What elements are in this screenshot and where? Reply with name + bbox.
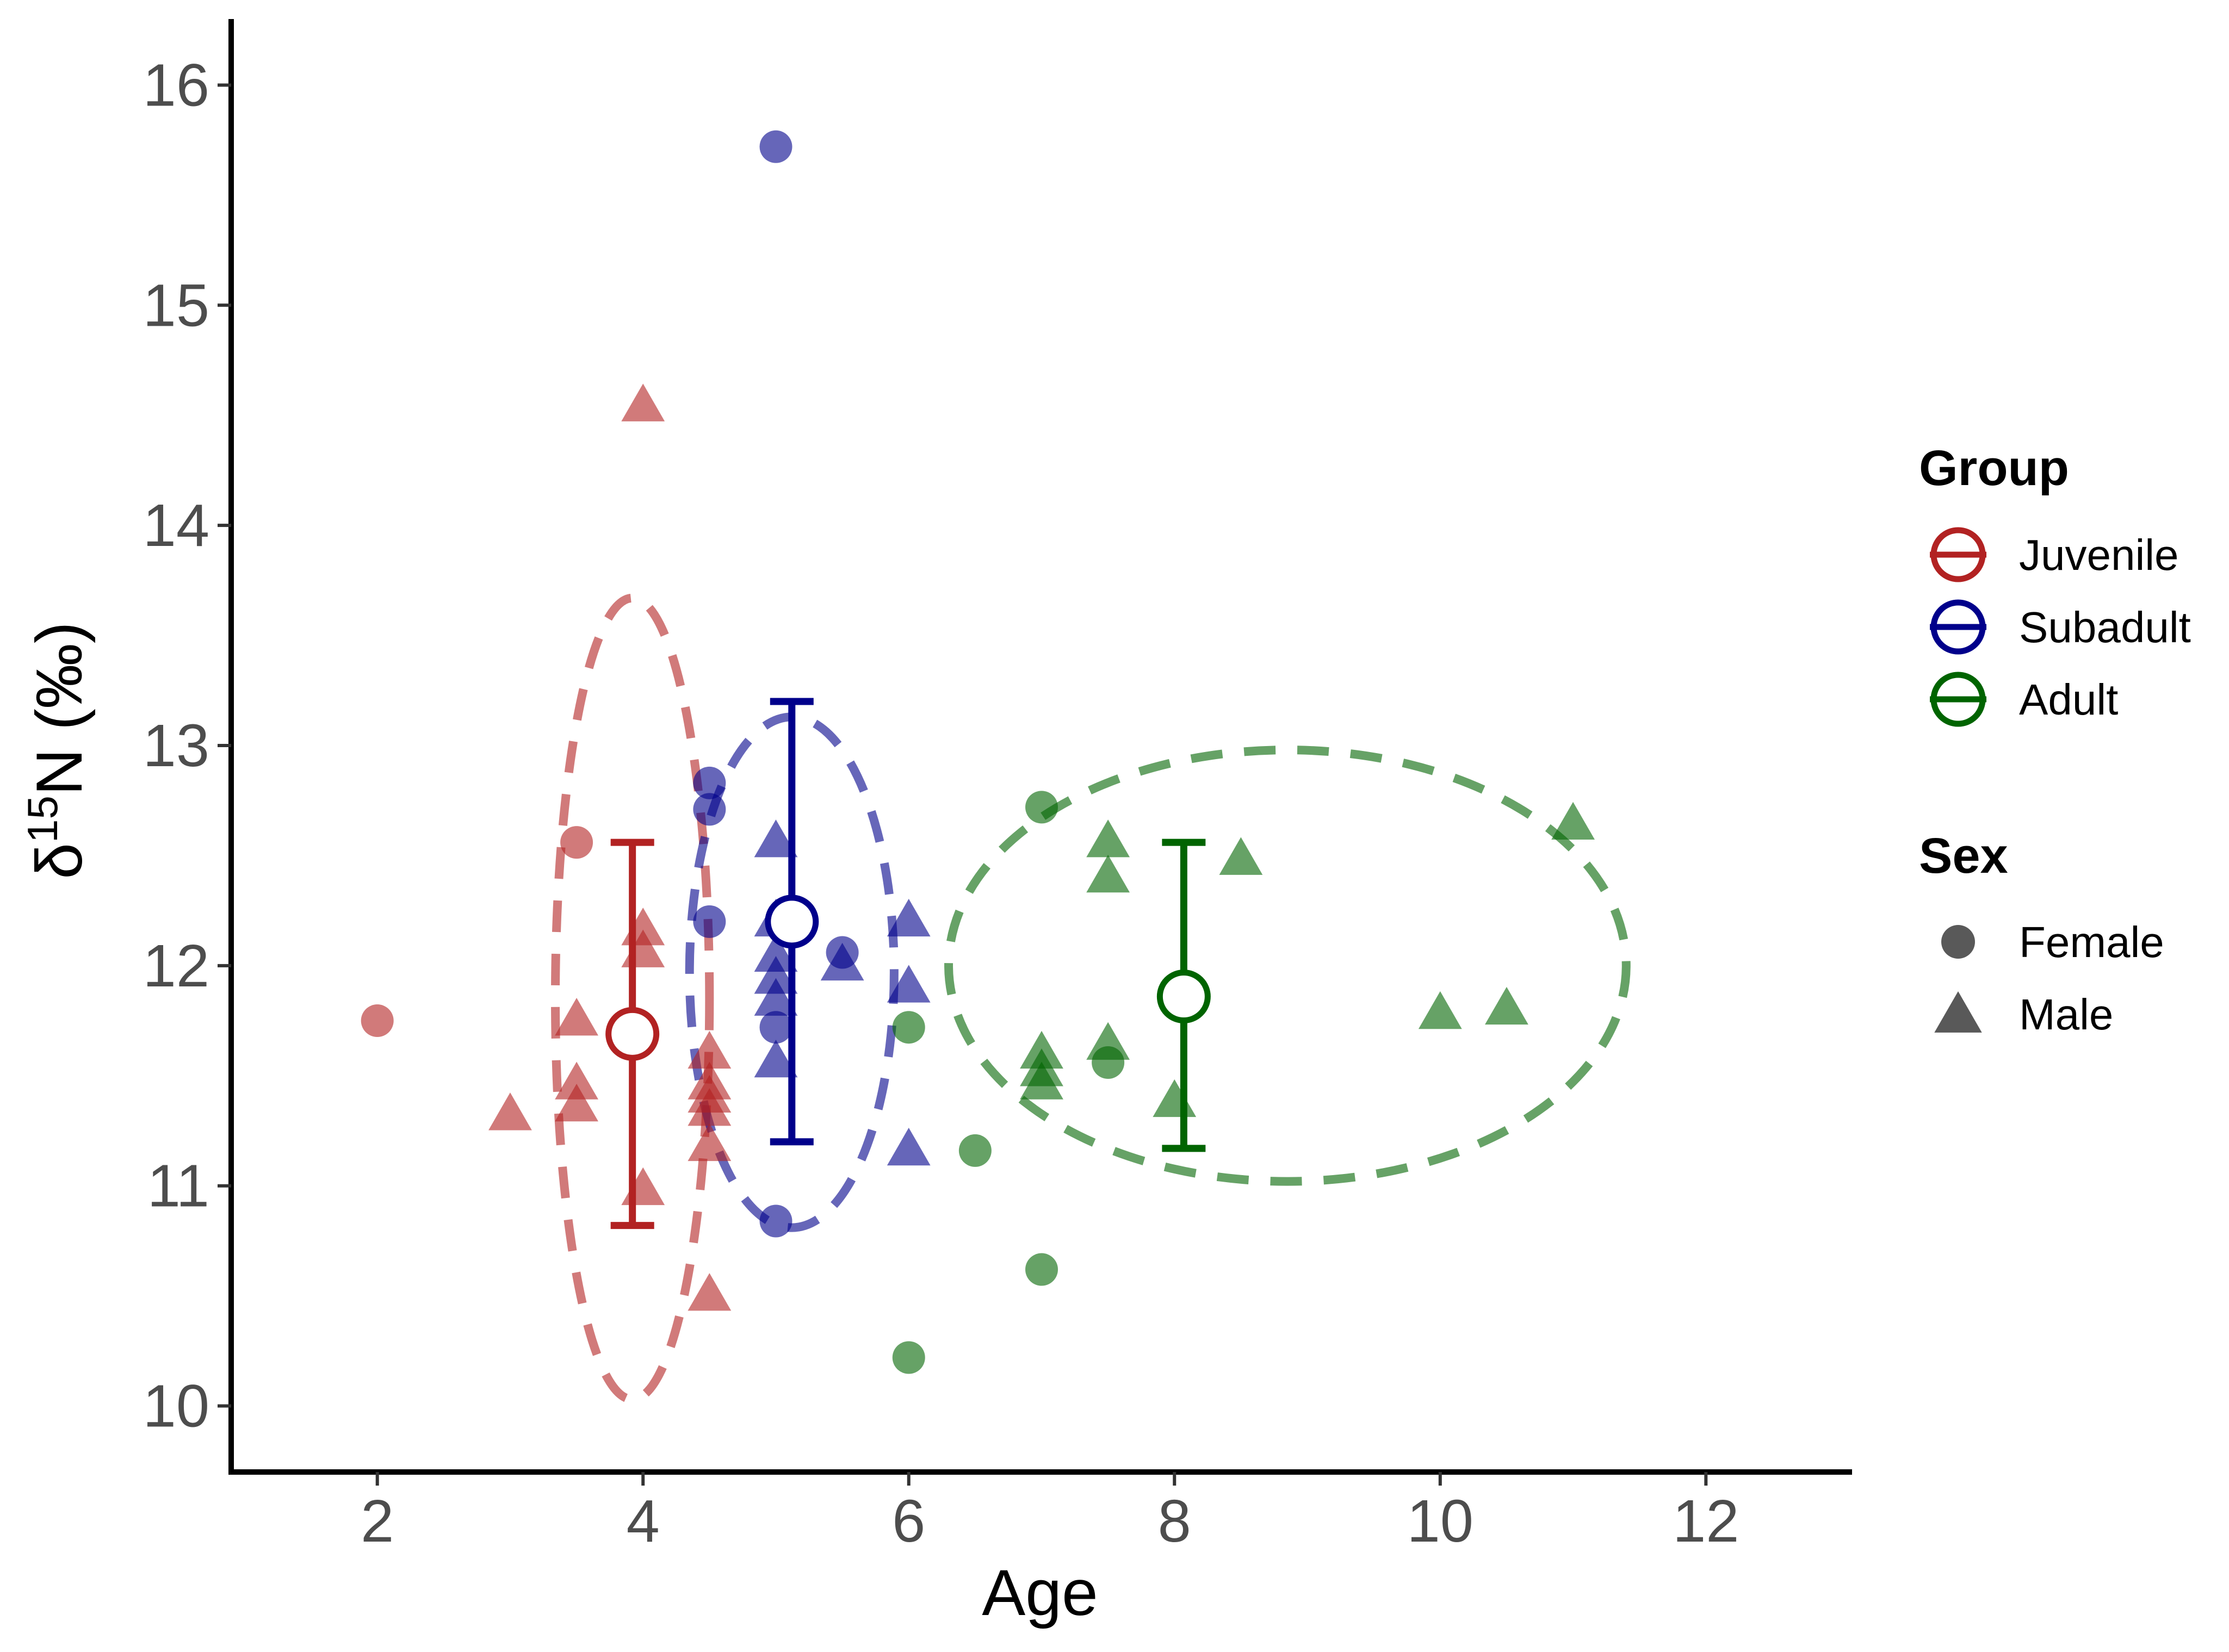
x-tick-label: 4: [627, 1488, 660, 1555]
y-tick-label: 14: [143, 492, 209, 559]
x-tick-label: 12: [1673, 1488, 1739, 1555]
y-tick-label: 13: [143, 712, 209, 779]
y-tick-label: 15: [143, 272, 209, 339]
subadult-male-point: [754, 934, 798, 972]
adult-male-point: [1551, 802, 1595, 840]
legend-female-key: [1941, 925, 1975, 959]
juvenile-male-point: [688, 1273, 732, 1311]
legend-sex-title: Sex: [1919, 828, 2008, 884]
x-tick-label: 6: [892, 1488, 925, 1555]
point-layer: [361, 130, 1595, 1374]
subadult-female-point: [693, 905, 726, 938]
adult-male-point: [1086, 819, 1130, 858]
legend-male-label: Male: [2019, 990, 2113, 1039]
subadult-female-point: [759, 130, 792, 163]
adult-mean-marker: [1156, 970, 1211, 1024]
adult-ellipse: [944, 746, 1631, 1186]
y-tick-label: 16: [143, 52, 209, 119]
y-axis-title-main: N (‰): [23, 622, 96, 796]
x-axis-ticks: 2 4 6 8 10 12: [361, 1472, 1739, 1555]
adult-male-point: [1086, 854, 1130, 893]
juvenile-female-point: [560, 826, 593, 859]
subadult-male-point: [754, 819, 798, 858]
subadult-male-point: [887, 1127, 931, 1166]
subadult-female-point: [693, 793, 726, 826]
y-tick-label: 11: [147, 1153, 209, 1220]
x-axis-title: Age: [982, 1556, 1098, 1629]
adult-male-point: [1219, 837, 1263, 875]
y-axis-title: δ15N (‰): [18, 622, 96, 879]
legend-subadult-label: Subadult: [2019, 603, 2191, 651]
adult-male-point: [1020, 1061, 1063, 1100]
x-tick-label: 8: [1158, 1488, 1191, 1555]
subadult-female-point: [693, 766, 726, 799]
juvenile-male-point: [688, 1088, 732, 1126]
adult-female-point: [892, 1011, 925, 1044]
legend-female-label: Female: [2019, 918, 2164, 966]
y-axis-title-superscript: 15: [18, 796, 66, 843]
juvenile-male-point: [555, 998, 598, 1036]
legend-male-key: [1934, 991, 1982, 1033]
juvenile-male-point: [555, 1083, 598, 1122]
juvenile-female-point: [361, 1004, 394, 1038]
juvenile-ellipse: [551, 593, 714, 1404]
adult-male-point: [1153, 1079, 1197, 1117]
x-tick-label: 2: [361, 1488, 394, 1555]
juvenile-male-point: [621, 383, 665, 421]
subadult-female-point: [759, 1011, 792, 1044]
subadult-male-point: [754, 978, 798, 1016]
y-tick-label: 10: [143, 1373, 209, 1440]
juvenile-male-point: [688, 1030, 732, 1069]
y-axis-title-prefix: δ: [23, 843, 96, 879]
adult-male-point: [1086, 1022, 1130, 1060]
legend-adult-label: Adult: [2019, 675, 2118, 724]
subadult-male-point: [820, 942, 864, 981]
juvenile-male-point: [488, 1092, 532, 1131]
legend-juvenile-label: Juvenile: [2019, 531, 2179, 579]
subadult-male-point: [887, 965, 931, 1003]
adult-female-point: [892, 1341, 925, 1374]
adult-male-point: [1485, 986, 1528, 1025]
legend-group-title: Group: [1919, 440, 2069, 496]
subadult-male-point: [754, 1039, 798, 1078]
legend: Group Sex Juvenile Subadult Adult Female Mal…: [1919, 440, 2191, 1039]
subadult-male-point: [754, 956, 798, 994]
subadult-female-point: [759, 1204, 792, 1238]
juvenile-male-point: [621, 1167, 665, 1206]
juvenile-mean-marker: [605, 1007, 660, 1061]
juvenile-male-point: [555, 1061, 598, 1100]
ellipse-layer: [551, 593, 1631, 1404]
juvenile-male-point: [688, 1123, 732, 1162]
adult-male-point: [1418, 991, 1462, 1029]
adult-female-point: [1025, 1253, 1058, 1286]
subadult-mean-marker: [765, 895, 819, 949]
y-tick-label: 12: [143, 933, 209, 999]
adult-female-point: [1025, 791, 1058, 824]
adult-female-point: [958, 1134, 992, 1167]
mean-layer: [605, 698, 1211, 1229]
y-axis-ticks: 10 11 12 13 14 15 16: [143, 52, 231, 1440]
x-tick-label: 10: [1407, 1488, 1473, 1555]
subadult-male-point: [887, 898, 931, 937]
legend-items: Juvenile Subadult Adult Female Male: [1930, 527, 2191, 1039]
